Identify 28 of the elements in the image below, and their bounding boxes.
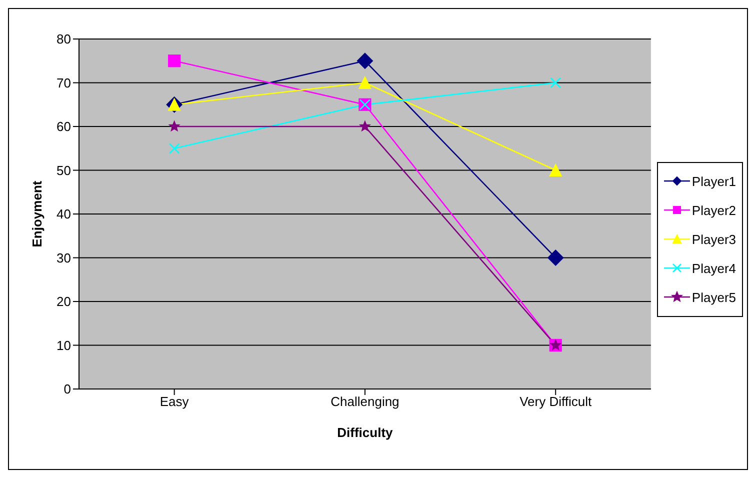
y-tick-label: 0: [64, 382, 71, 397]
point: [356, 52, 373, 69]
x-axis-title: Difficulty: [337, 425, 394, 440]
legend-label: Player4: [692, 260, 736, 276]
legend-label: Player3: [692, 232, 736, 246]
legend-label: Player2: [692, 202, 736, 218]
point: [548, 250, 564, 266]
x-tick-label: Challenging: [330, 394, 400, 410]
point: [360, 121, 370, 132]
y-tick-label: 60: [56, 119, 71, 134]
y-axis-title: Enjoyment: [30, 180, 45, 248]
y-tick-label: 20: [56, 294, 71, 310]
y-tick-label: 40: [56, 206, 71, 222]
legend-label: Player1: [692, 174, 736, 188]
y-tick-label: 50: [56, 162, 71, 178]
y-tick-label: 80: [56, 32, 71, 47]
y-tick-label: 70: [56, 75, 71, 90]
x-tick-label: Easy: [160, 394, 190, 410]
point: [358, 76, 372, 90]
point: [549, 164, 562, 177]
point: [168, 54, 181, 68]
point: [550, 77, 562, 88]
y-tick-label: 30: [56, 250, 71, 266]
point: [169, 121, 180, 132]
y-tick-label: 10: [56, 338, 71, 353]
legend-label: Player5: [692, 290, 736, 304]
point: [168, 142, 180, 154]
x-tick-label: Very Difficult: [520, 394, 592, 410]
